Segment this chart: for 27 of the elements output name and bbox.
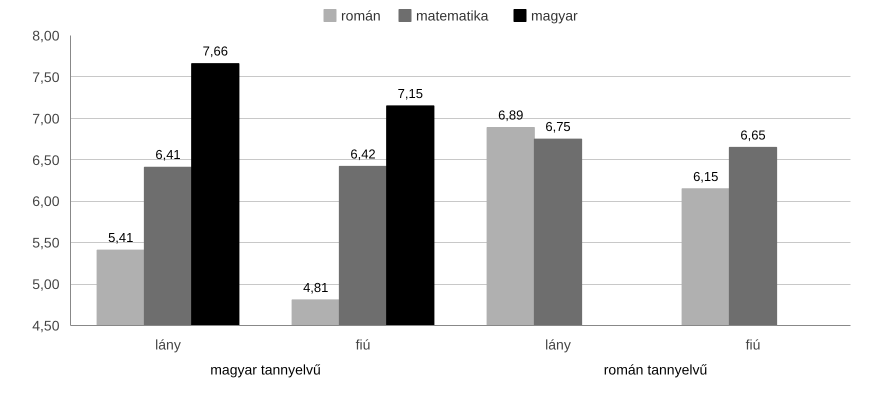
data-label: 5,41 (108, 230, 134, 246)
data-label: 6,75 (545, 119, 571, 134)
data-label: 6,65 (740, 127, 766, 142)
y-tick-label: 5,50 (32, 234, 60, 251)
x-tick-label: lány (155, 336, 181, 352)
y-tick-label: 7,50 (32, 68, 60, 85)
data-label: 4,81 (303, 280, 328, 295)
y-tick-label: 4,50 (32, 318, 60, 334)
text: magyar tannyelvű (210, 362, 321, 378)
y-tick-label: 6,50 (32, 152, 60, 168)
x-tick-label: lány (545, 336, 571, 352)
data-label: 6,42 (350, 146, 376, 162)
data-label: 6,89 (498, 107, 524, 122)
data-label: 6,15 (693, 168, 718, 184)
legend-label: magyar (531, 8, 578, 24)
data-label: 7,66 (202, 44, 228, 59)
x-tick-label: fiú (746, 336, 760, 352)
y-tick-label: 5,00 (32, 276, 60, 292)
text: román tannyelvű (604, 362, 708, 378)
y-tick-label: 8,00 (32, 28, 60, 44)
data-label: 7,15 (398, 86, 423, 101)
y-tick-label: 6,00 (32, 193, 60, 210)
x-tick-label: fiú (356, 336, 370, 352)
data-label: 6,41 (155, 147, 181, 162)
legend-label: román (341, 8, 381, 24)
legend-label: matematika (416, 8, 489, 24)
y-tick-label: 7,00 (32, 110, 60, 126)
